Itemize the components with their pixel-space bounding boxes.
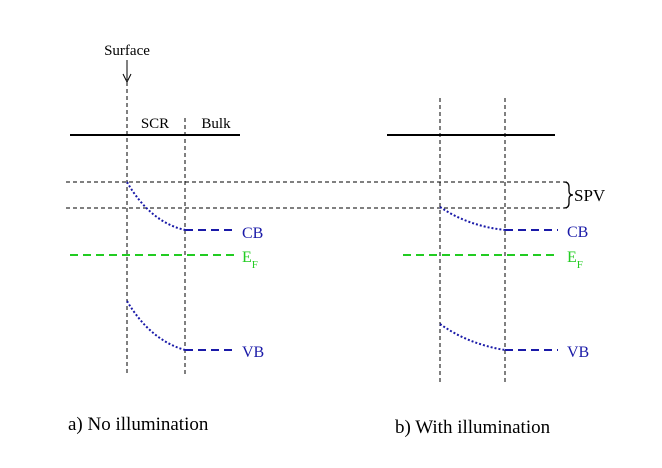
panel-b-cb-bent xyxy=(439,206,506,231)
panel-b-ef-main: E xyxy=(567,249,577,266)
panel-b-caption: b) With illumination xyxy=(395,417,551,438)
spv-label: SPV xyxy=(574,186,606,205)
panel-a-cb-bent xyxy=(126,181,186,231)
panel-a-ef-main: E xyxy=(242,249,252,266)
panel-b-ef-sub: F xyxy=(577,259,583,271)
panel-a-ef-label: EF xyxy=(242,249,258,271)
panel-a-cb-label: CB xyxy=(242,225,263,242)
panel-a-vb-bent xyxy=(126,300,186,351)
surface-label: Surface xyxy=(104,43,150,59)
panel-b-vb-label: VB xyxy=(567,344,589,361)
panel-b-vb-bent xyxy=(439,323,506,351)
bulk-label: Bulk xyxy=(201,116,231,132)
panel-a-caption: a) No illumination xyxy=(68,414,209,435)
panel-a-ef-sub: F xyxy=(252,259,258,271)
scr-label: SCR xyxy=(141,116,169,132)
panel-b-ef-label: EF xyxy=(567,249,583,271)
panel-a-vb-label: VB xyxy=(242,344,264,361)
panel-b-cb-label: CB xyxy=(567,224,588,241)
spv-brace xyxy=(563,181,574,209)
